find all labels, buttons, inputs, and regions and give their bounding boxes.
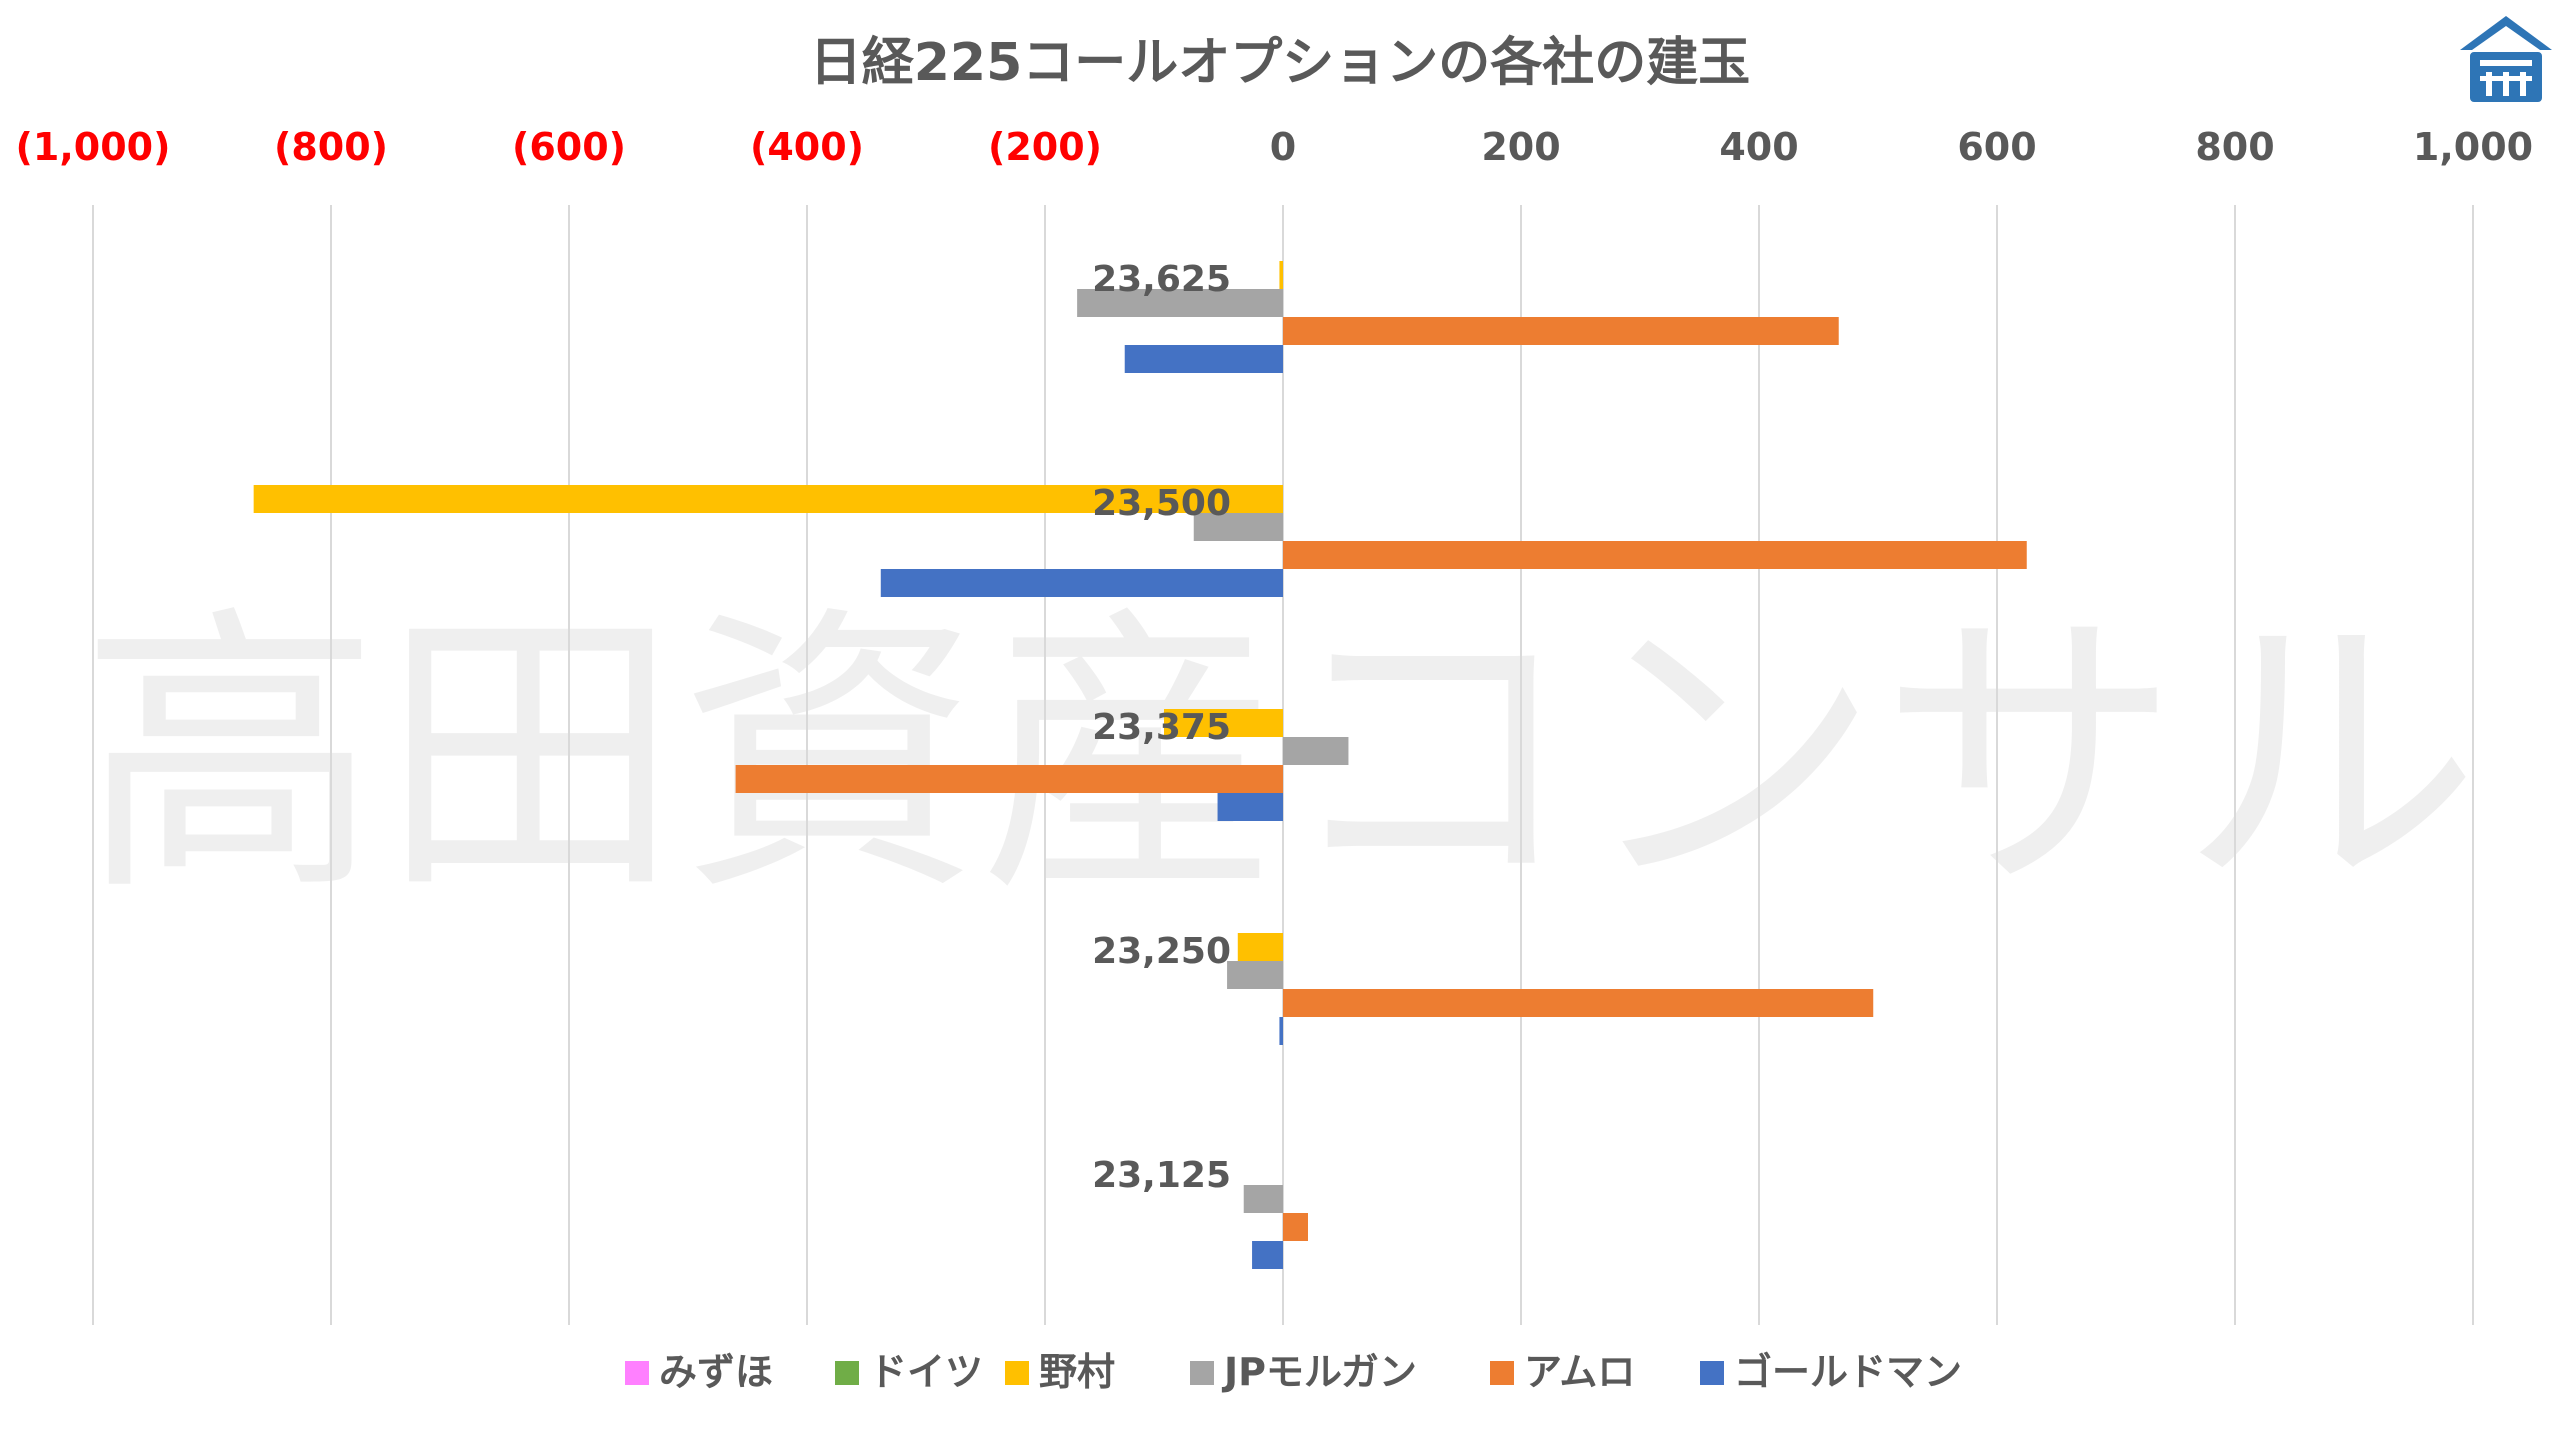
x-tick-label: (1,000): [16, 125, 171, 169]
legend-swatch: [1190, 1361, 1214, 1385]
bar: [1227, 961, 1283, 989]
legend-swatch: [835, 1361, 859, 1385]
bar: [1217, 793, 1283, 821]
category-label: 23,125: [1092, 1155, 1231, 1196]
x-tick-label: 600: [1957, 125, 2036, 169]
x-tick-label: (600): [512, 125, 626, 169]
x-tick-label: 800: [2195, 125, 2274, 169]
bar: [1283, 1213, 1308, 1241]
x-tick-label: 0: [1270, 125, 1296, 169]
category-label: 23,375: [1092, 707, 1231, 748]
legend-label: JPモルガン: [1221, 1350, 1417, 1394]
x-tick-label: 400: [1719, 125, 1798, 169]
bar: [1243, 1185, 1283, 1213]
bar: [735, 765, 1283, 793]
x-tick-label: (800): [274, 125, 388, 169]
watermark-text: 高田資産コンサル: [80, 582, 2480, 931]
legend-label: アムロ: [1524, 1350, 1635, 1394]
legend-swatch: [1005, 1361, 1029, 1385]
x-tick-label: 1,000: [2413, 125, 2533, 169]
bar: [880, 569, 1283, 597]
bar: [1193, 513, 1283, 541]
category-label: 23,250: [1092, 931, 1231, 972]
shrine-roof-logo-icon: [2460, 16, 2552, 102]
bar: [1279, 1017, 1283, 1045]
category-labels: 23,625 23,500 23,375 23,250 23,125: [1092, 259, 1231, 1196]
bar: [1283, 317, 1839, 345]
bar: [253, 485, 1283, 513]
bar: [1164, 709, 1283, 737]
chart-title: 日経225コールオプションの各社の建玉: [810, 33, 1751, 93]
category-label: 23,625: [1092, 259, 1231, 300]
bar: [1124, 345, 1283, 373]
bars: [253, 261, 2027, 1269]
legend-label: ドイツ: [869, 1350, 983, 1394]
legend: みずほ ドイツ 野村 JPモルガン アムロ ゴールドマン: [625, 1350, 1962, 1394]
legend-label: みずほ: [659, 1350, 773, 1394]
bar: [1283, 541, 2027, 569]
bar: [1283, 989, 1874, 1017]
bar: [1237, 933, 1283, 961]
x-tick-label: 200: [1481, 125, 1560, 169]
x-tick-label: (200): [988, 125, 1102, 169]
legend-label: ゴールドマン: [1734, 1350, 1962, 1394]
bar: [1279, 261, 1283, 289]
legend-swatch: [625, 1361, 649, 1385]
bar: [1283, 737, 1349, 765]
category-label: 23,500: [1092, 483, 1231, 524]
legend-label: 野村: [1039, 1350, 1115, 1394]
x-tick-label: (400): [750, 125, 864, 169]
legend-swatch: [1700, 1361, 1724, 1385]
x-axis-ticks: (1,000) (800) (600) (400) (200) 0 200 400 600 800…: [16, 125, 2534, 169]
bar: [1252, 1241, 1283, 1269]
bar: [1077, 289, 1283, 317]
legend-swatch: [1490, 1361, 1514, 1385]
